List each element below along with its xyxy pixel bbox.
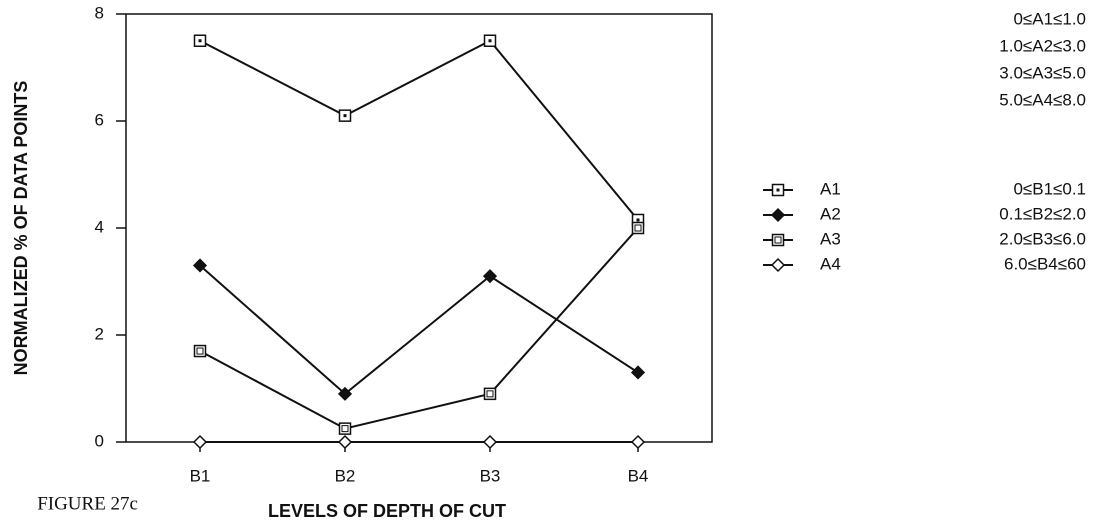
annotation: 5.0≤A4≤8.0	[999, 90, 1086, 109]
marker-part	[488, 39, 492, 43]
x-tick-label: B2	[335, 466, 356, 485]
marker-part	[198, 39, 202, 43]
marker-part	[630, 434, 646, 450]
marker-part	[337, 434, 353, 450]
marker	[193, 344, 207, 358]
marker	[630, 365, 646, 380]
annotation: 0≤B1≤0.1	[1013, 179, 1086, 198]
marker-part	[193, 344, 207, 358]
marker	[337, 434, 353, 450]
marker	[770, 257, 786, 273]
marker	[483, 387, 497, 401]
y-tick-label: 8	[95, 3, 104, 22]
marker-part	[776, 188, 780, 192]
marker-part	[486, 390, 494, 398]
marker	[482, 269, 498, 284]
marker-part	[343, 114, 347, 118]
series-line	[199, 39, 639, 221]
legend-label: A2	[820, 204, 841, 223]
marker-part	[770, 207, 786, 223]
marker	[771, 233, 785, 247]
marker	[192, 258, 208, 273]
annotation: 1.0≤A2≤3.0	[999, 36, 1086, 55]
legend-label: A3	[820, 229, 841, 248]
y-axis-label: NORMALIZED % OF DATA POINTS	[11, 81, 31, 376]
annotation: 6.0≤B4≤60	[1004, 254, 1086, 273]
marker-part	[482, 269, 498, 284]
marker-part	[337, 386, 353, 401]
marker-part	[630, 365, 646, 380]
series-line	[199, 264, 639, 396]
marker-part	[636, 218, 640, 222]
marker-part	[192, 258, 208, 273]
marker	[483, 34, 497, 47]
marker-part	[634, 224, 642, 232]
y-tick-label: 4	[95, 217, 104, 236]
legend-label: A4	[820, 254, 841, 273]
marker-part	[631, 221, 645, 235]
marker	[192, 434, 208, 450]
marker-part	[774, 236, 782, 244]
x-tick-label: B1	[190, 466, 211, 485]
marker-part	[192, 434, 208, 450]
series-line	[199, 227, 639, 430]
annotation: 0.1≤B2≤2.0	[999, 204, 1086, 223]
marker-part	[482, 434, 498, 450]
marker-part	[770, 257, 786, 273]
marker	[630, 434, 646, 450]
marker	[631, 221, 645, 235]
y-tick-label: 6	[95, 110, 104, 129]
x-tick-label: B3	[480, 466, 501, 485]
marker-part	[771, 233, 785, 247]
marker-part	[483, 387, 497, 401]
marker-part	[338, 422, 352, 435]
marker	[193, 34, 207, 47]
marker-part	[196, 347, 204, 355]
annotation: 0≤A1≤1.0	[1013, 9, 1086, 28]
y-tick-label: 2	[95, 324, 104, 343]
annotation: 2.0≤B3≤6.0	[999, 229, 1086, 248]
marker	[771, 183, 785, 197]
marker-part	[341, 425, 349, 433]
y-tick-label: 0	[95, 431, 104, 450]
marker	[338, 109, 352, 122]
marker	[770, 207, 786, 223]
marker	[337, 386, 353, 401]
legend-label: A1	[820, 179, 841, 198]
figure-caption: FIGURE 27c	[37, 493, 138, 514]
marker	[482, 434, 498, 450]
annotation: 3.0≤A3≤5.0	[999, 63, 1086, 82]
x-axis-label: LEVELS OF DEPTH OF CUT	[268, 501, 506, 521]
x-tick-label: B4	[628, 466, 649, 485]
marker	[338, 422, 352, 435]
